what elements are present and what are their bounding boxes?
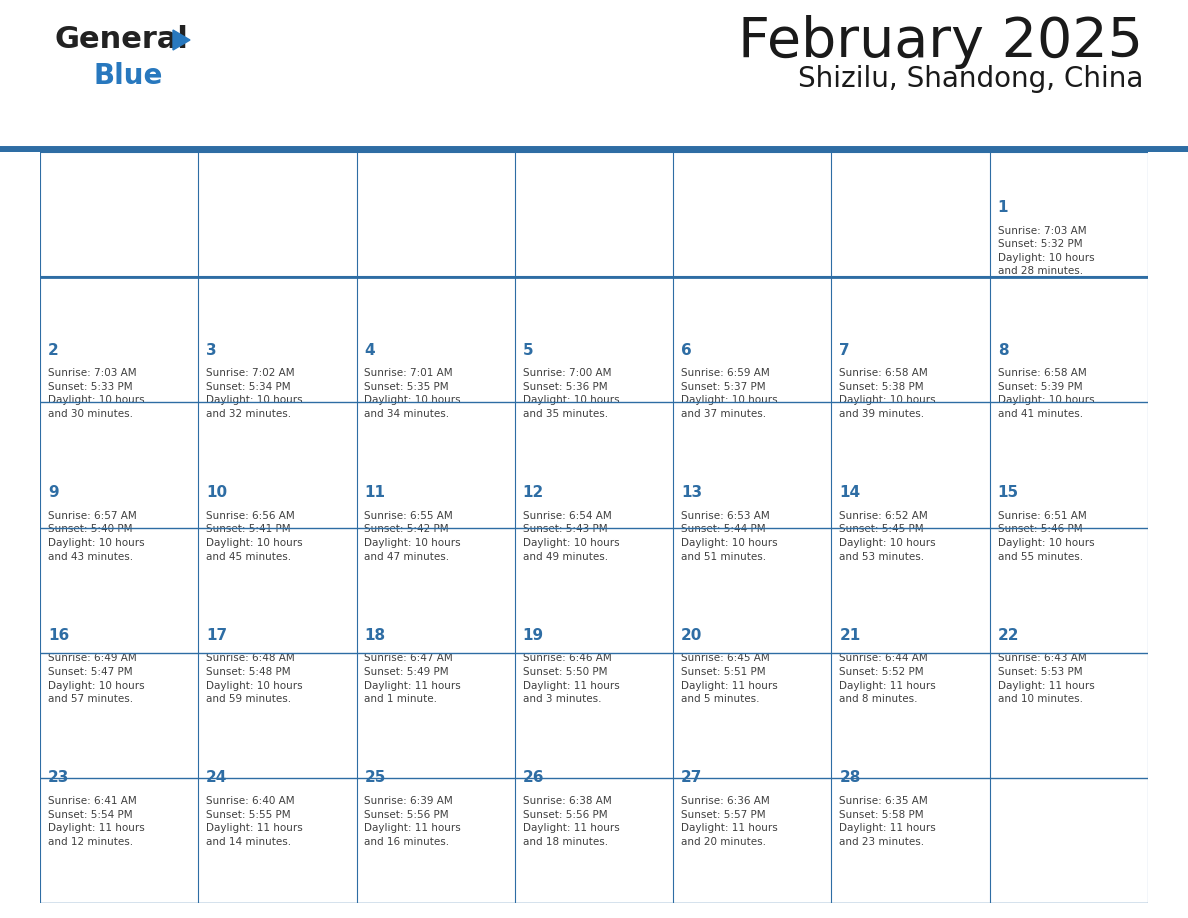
Text: 16: 16 <box>48 628 69 643</box>
Text: Sunrise: 6:39 AM
Sunset: 5:56 PM
Daylight: 11 hours
and 16 minutes.: Sunrise: 6:39 AM Sunset: 5:56 PM Dayligh… <box>365 796 461 846</box>
Text: 3: 3 <box>207 342 217 358</box>
Text: 10: 10 <box>207 486 227 500</box>
Text: 7: 7 <box>840 342 849 358</box>
Text: Sunrise: 6:58 AM
Sunset: 5:39 PM
Daylight: 10 hours
and 41 minutes.: Sunrise: 6:58 AM Sunset: 5:39 PM Dayligh… <box>998 368 1094 419</box>
Text: Blue: Blue <box>93 62 163 90</box>
Text: Thursday: Thursday <box>710 163 794 178</box>
Text: 8: 8 <box>998 342 1009 358</box>
Text: 17: 17 <box>207 628 227 643</box>
Text: Tuesday: Tuesday <box>399 163 473 178</box>
Text: Sunrise: 6:45 AM
Sunset: 5:51 PM
Daylight: 11 hours
and 5 minutes.: Sunrise: 6:45 AM Sunset: 5:51 PM Dayligh… <box>681 654 778 704</box>
Text: Sunrise: 6:51 AM
Sunset: 5:46 PM
Daylight: 10 hours
and 55 minutes.: Sunrise: 6:51 AM Sunset: 5:46 PM Dayligh… <box>998 510 1094 562</box>
Text: 9: 9 <box>48 486 58 500</box>
Text: Sunrise: 6:40 AM
Sunset: 5:55 PM
Daylight: 11 hours
and 14 minutes.: Sunrise: 6:40 AM Sunset: 5:55 PM Dayligh… <box>207 796 303 846</box>
Text: Sunrise: 6:47 AM
Sunset: 5:49 PM
Daylight: 11 hours
and 1 minute.: Sunrise: 6:47 AM Sunset: 5:49 PM Dayligh… <box>365 654 461 704</box>
Text: Sunrise: 7:03 AM
Sunset: 5:32 PM
Daylight: 10 hours
and 28 minutes.: Sunrise: 7:03 AM Sunset: 5:32 PM Dayligh… <box>998 226 1094 276</box>
Text: Sunrise: 6:56 AM
Sunset: 5:41 PM
Daylight: 10 hours
and 45 minutes.: Sunrise: 6:56 AM Sunset: 5:41 PM Dayligh… <box>207 510 303 562</box>
Text: Sunrise: 6:49 AM
Sunset: 5:47 PM
Daylight: 10 hours
and 57 minutes.: Sunrise: 6:49 AM Sunset: 5:47 PM Dayligh… <box>48 654 145 704</box>
Text: 25: 25 <box>365 770 386 786</box>
Text: 1: 1 <box>998 200 1009 215</box>
Text: Sunrise: 6:59 AM
Sunset: 5:37 PM
Daylight: 10 hours
and 37 minutes.: Sunrise: 6:59 AM Sunset: 5:37 PM Dayligh… <box>681 368 778 419</box>
Text: 22: 22 <box>998 628 1019 643</box>
Text: Wednesday: Wednesday <box>542 163 646 178</box>
Text: 26: 26 <box>523 770 544 786</box>
Text: Sunrise: 6:43 AM
Sunset: 5:53 PM
Daylight: 11 hours
and 10 minutes.: Sunrise: 6:43 AM Sunset: 5:53 PM Dayligh… <box>998 654 1094 704</box>
Text: Monday: Monday <box>242 163 312 178</box>
Text: Sunrise: 6:52 AM
Sunset: 5:45 PM
Daylight: 10 hours
and 53 minutes.: Sunrise: 6:52 AM Sunset: 5:45 PM Dayligh… <box>840 510 936 562</box>
Text: 28: 28 <box>840 770 861 786</box>
Text: Saturday: Saturday <box>1028 163 1110 178</box>
Text: 13: 13 <box>681 486 702 500</box>
Text: 24: 24 <box>207 770 228 786</box>
Polygon shape <box>173 30 190 50</box>
Text: Sunrise: 7:02 AM
Sunset: 5:34 PM
Daylight: 10 hours
and 32 minutes.: Sunrise: 7:02 AM Sunset: 5:34 PM Dayligh… <box>207 368 303 419</box>
Text: Sunrise: 6:57 AM
Sunset: 5:40 PM
Daylight: 10 hours
and 43 minutes.: Sunrise: 6:57 AM Sunset: 5:40 PM Dayligh… <box>48 510 145 562</box>
Text: 21: 21 <box>840 628 860 643</box>
Text: 6: 6 <box>681 342 691 358</box>
Text: Sunday: Sunday <box>86 163 152 178</box>
Text: 4: 4 <box>365 342 375 358</box>
Text: Sunrise: 6:41 AM
Sunset: 5:54 PM
Daylight: 11 hours
and 12 minutes.: Sunrise: 6:41 AM Sunset: 5:54 PM Dayligh… <box>48 796 145 846</box>
Text: 20: 20 <box>681 628 702 643</box>
Text: Sunrise: 6:46 AM
Sunset: 5:50 PM
Daylight: 11 hours
and 3 minutes.: Sunrise: 6:46 AM Sunset: 5:50 PM Dayligh… <box>523 654 619 704</box>
Text: 15: 15 <box>998 486 1019 500</box>
Text: Sunrise: 6:36 AM
Sunset: 5:57 PM
Daylight: 11 hours
and 20 minutes.: Sunrise: 6:36 AM Sunset: 5:57 PM Dayligh… <box>681 796 778 846</box>
Text: Sunrise: 6:58 AM
Sunset: 5:38 PM
Daylight: 10 hours
and 39 minutes.: Sunrise: 6:58 AM Sunset: 5:38 PM Dayligh… <box>840 368 936 419</box>
Text: Sunrise: 6:48 AM
Sunset: 5:48 PM
Daylight: 10 hours
and 59 minutes.: Sunrise: 6:48 AM Sunset: 5:48 PM Dayligh… <box>207 654 303 704</box>
Text: 14: 14 <box>840 486 860 500</box>
Text: Sunrise: 7:00 AM
Sunset: 5:36 PM
Daylight: 10 hours
and 35 minutes.: Sunrise: 7:00 AM Sunset: 5:36 PM Dayligh… <box>523 368 619 419</box>
Text: Sunrise: 7:03 AM
Sunset: 5:33 PM
Daylight: 10 hours
and 30 minutes.: Sunrise: 7:03 AM Sunset: 5:33 PM Dayligh… <box>48 368 145 419</box>
Text: 12: 12 <box>523 486 544 500</box>
Text: Sunrise: 6:35 AM
Sunset: 5:58 PM
Daylight: 11 hours
and 23 minutes.: Sunrise: 6:35 AM Sunset: 5:58 PM Dayligh… <box>840 796 936 846</box>
Text: Sunrise: 6:54 AM
Sunset: 5:43 PM
Daylight: 10 hours
and 49 minutes.: Sunrise: 6:54 AM Sunset: 5:43 PM Dayligh… <box>523 510 619 562</box>
Text: 2: 2 <box>48 342 58 358</box>
Text: 23: 23 <box>48 770 69 786</box>
Text: 18: 18 <box>365 628 386 643</box>
Text: Sunrise: 6:44 AM
Sunset: 5:52 PM
Daylight: 11 hours
and 8 minutes.: Sunrise: 6:44 AM Sunset: 5:52 PM Dayligh… <box>840 654 936 704</box>
Text: Sunrise: 7:01 AM
Sunset: 5:35 PM
Daylight: 10 hours
and 34 minutes.: Sunrise: 7:01 AM Sunset: 5:35 PM Dayligh… <box>365 368 461 419</box>
Text: February 2025: February 2025 <box>738 15 1143 69</box>
Text: Sunrise: 6:53 AM
Sunset: 5:44 PM
Daylight: 10 hours
and 51 minutes.: Sunrise: 6:53 AM Sunset: 5:44 PM Dayligh… <box>681 510 778 562</box>
Text: 27: 27 <box>681 770 702 786</box>
Text: 11: 11 <box>365 486 385 500</box>
Text: Shizilu, Shandong, China: Shizilu, Shandong, China <box>797 65 1143 93</box>
Text: 5: 5 <box>523 342 533 358</box>
Text: Friday: Friday <box>883 163 939 178</box>
Text: Sunrise: 6:38 AM
Sunset: 5:56 PM
Daylight: 11 hours
and 18 minutes.: Sunrise: 6:38 AM Sunset: 5:56 PM Dayligh… <box>523 796 619 846</box>
Text: 19: 19 <box>523 628 544 643</box>
Text: General: General <box>55 25 189 54</box>
Text: Sunrise: 6:55 AM
Sunset: 5:42 PM
Daylight: 10 hours
and 47 minutes.: Sunrise: 6:55 AM Sunset: 5:42 PM Dayligh… <box>365 510 461 562</box>
